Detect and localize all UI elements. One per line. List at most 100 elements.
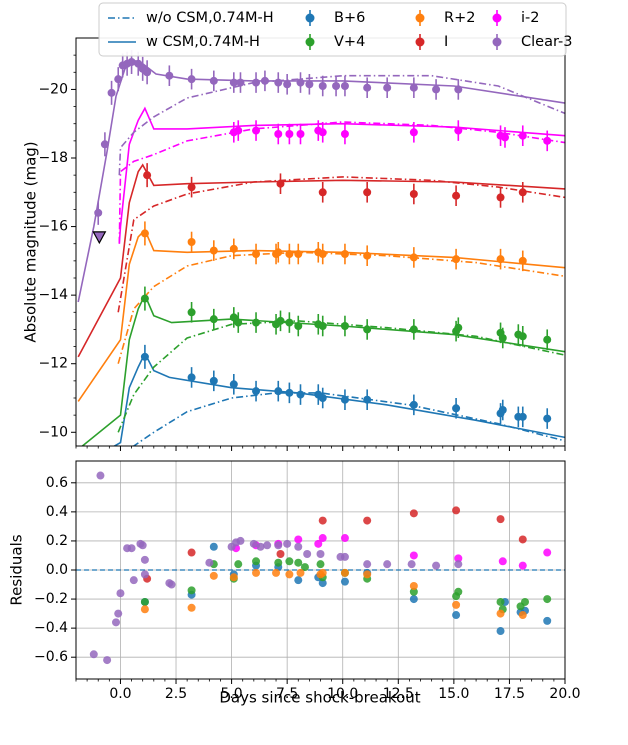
residual-i (452, 506, 461, 515)
residual-clear-3 (263, 541, 272, 550)
legend-marker (305, 37, 315, 47)
model-nocsm-clear-3 (118, 74, 565, 176)
residual-v-4 (300, 563, 309, 572)
x-axis-label: Days since shock-breakout (219, 689, 420, 707)
point-clear-3 (143, 68, 152, 77)
x-axis-ticks: 0.0 2.5 5.0 7.5 10.0 12.5 15.0 17.5 20.0 (75, 446, 581, 702)
point-clear-3 (363, 83, 372, 92)
residual-clear-3 (283, 539, 292, 548)
residual-r-2 (187, 603, 196, 612)
point-v-4 (454, 323, 463, 332)
legend-marker (492, 13, 502, 23)
residual-i-2 (294, 535, 303, 544)
point-clear-3 (107, 88, 116, 97)
point-clear-3 (383, 83, 392, 92)
point-i-2 (340, 130, 349, 138)
point-r-2 (209, 246, 218, 255)
point-r-2 (140, 229, 149, 238)
point-clear-3 (100, 140, 109, 149)
residual-r-2 (296, 568, 305, 577)
residual-clear-3 (249, 539, 258, 548)
model-csm-i-2 (118, 106, 565, 244)
point-b-6 (229, 380, 238, 389)
legend-item-w-csm-0-74m-h: w CSM,0.74M-H (108, 34, 260, 50)
residual-v-4 (454, 587, 463, 596)
point-r-2 (187, 238, 196, 246)
residuals-panel: −0.6 −0.4 −0.2 0.0 0.2 0.4 0.6 0.0 2.5 5.0 7.5 10.… (8, 446, 581, 707)
model-nocsm-b-6 (130, 392, 565, 446)
point-b-6 (363, 395, 372, 404)
residual-clear-3 (432, 561, 441, 570)
residual-clear-3 (167, 580, 176, 589)
point-v-4 (187, 308, 196, 317)
legend-label: B+6 (334, 10, 365, 26)
residual-b-6 (209, 542, 218, 551)
point-b-6 (340, 395, 349, 404)
y-tick-label: −14 (38, 287, 68, 303)
legend-label: w/o CSM,0.74M-H (146, 10, 274, 26)
point-clear-3 (283, 80, 292, 89)
point-v-4 (294, 322, 303, 330)
residual-i (363, 516, 372, 525)
residual-r-2 (209, 571, 218, 580)
residual-clear-3 (316, 550, 325, 559)
residual-clear-3 (127, 544, 136, 553)
residual-y-axis-ticks: −0.6 −0.4 −0.2 0.0 0.2 0.4 0.6 (34, 475, 76, 665)
point-clear-3 (114, 75, 123, 84)
model-nocsm-i-2 (118, 121, 565, 244)
point-v-4 (409, 325, 418, 334)
point-i-2 (318, 128, 327, 137)
legend-item-w-o-csm-0-74m-h: w/o CSM,0.74M-H (108, 10, 274, 26)
legend-marker (415, 37, 425, 47)
point-clear-3 (340, 82, 349, 90)
legend-marker (492, 37, 502, 47)
point-b-6 (543, 414, 552, 423)
residual-v-4 (252, 557, 261, 566)
upper-limit-triangle (92, 231, 107, 245)
point-i-2 (252, 126, 261, 135)
legend-label: i-2 (521, 10, 540, 26)
point-b-6 (252, 387, 261, 396)
residual-b-6 (409, 595, 418, 604)
point-v-4 (340, 322, 349, 330)
point-r-2 (274, 248, 283, 257)
y-tick-label: −0.4 (34, 620, 68, 636)
point-r-2 (518, 256, 527, 265)
x-tick-label: 0.0 (109, 686, 131, 702)
residual-clear-3 (205, 558, 214, 567)
residual-v-4 (285, 557, 294, 566)
point-v-4 (318, 322, 327, 330)
legend-item-b-6: B+6 (305, 10, 365, 26)
point-b-6 (274, 387, 283, 396)
residual-i (276, 550, 285, 559)
point-r-2 (252, 250, 261, 258)
legend-label: Clear-3 (521, 34, 572, 50)
residual-clear-3 (407, 560, 416, 569)
point-v-4 (140, 294, 149, 303)
residual-v-4 (520, 597, 529, 606)
legend-item-i-2: i-2 (492, 10, 540, 26)
residual-i-2 (454, 554, 463, 563)
point-i-2 (409, 128, 418, 137)
point-r-2 (294, 250, 303, 258)
point-i (318, 188, 327, 197)
legend-item-v-4: V+4 (305, 34, 365, 50)
y-tick-label: −20 (38, 81, 68, 97)
residual-clear-3 (96, 471, 105, 480)
residual-i-2 (543, 548, 552, 557)
x-tick-label: 2.5 (165, 686, 187, 702)
residual-i (409, 509, 418, 518)
point-b-6 (498, 406, 507, 414)
point-clear-3 (432, 85, 441, 94)
x-tick-label: 15.0 (438, 686, 469, 702)
x-tick-label: 12.5 (383, 686, 414, 702)
point-v-4 (209, 315, 218, 324)
residual-i-2 (318, 534, 327, 543)
point-b-6 (409, 400, 418, 409)
residual-i-2 (340, 534, 349, 543)
point-clear-3 (94, 208, 103, 217)
residual-b-6 (496, 627, 505, 636)
point-v-4 (252, 318, 261, 327)
light-curve-panel: −20 −18 −16 −14 −12 −10 Absolute magnitude (m… (22, 37, 566, 447)
point-clear-3 (209, 76, 218, 85)
